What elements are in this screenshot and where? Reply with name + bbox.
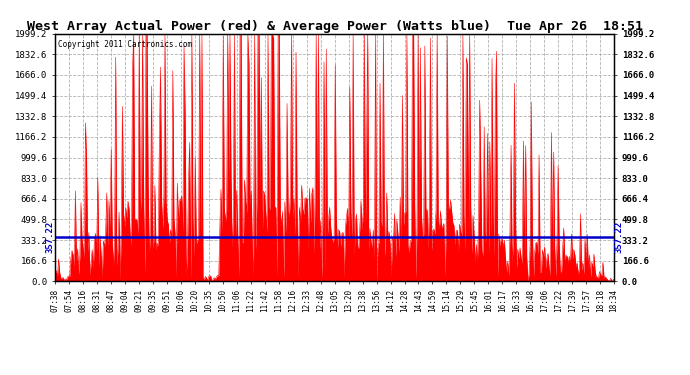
Text: Copyright 2011 Cartronics.com: Copyright 2011 Cartronics.com <box>58 40 192 49</box>
Title: West Array Actual Power (red) & Average Power (Watts blue)  Tue Apr 26  18:51: West Array Actual Power (red) & Average … <box>27 20 642 33</box>
Text: 357.22: 357.22 <box>615 221 624 253</box>
Text: 357.22: 357.22 <box>46 221 55 253</box>
